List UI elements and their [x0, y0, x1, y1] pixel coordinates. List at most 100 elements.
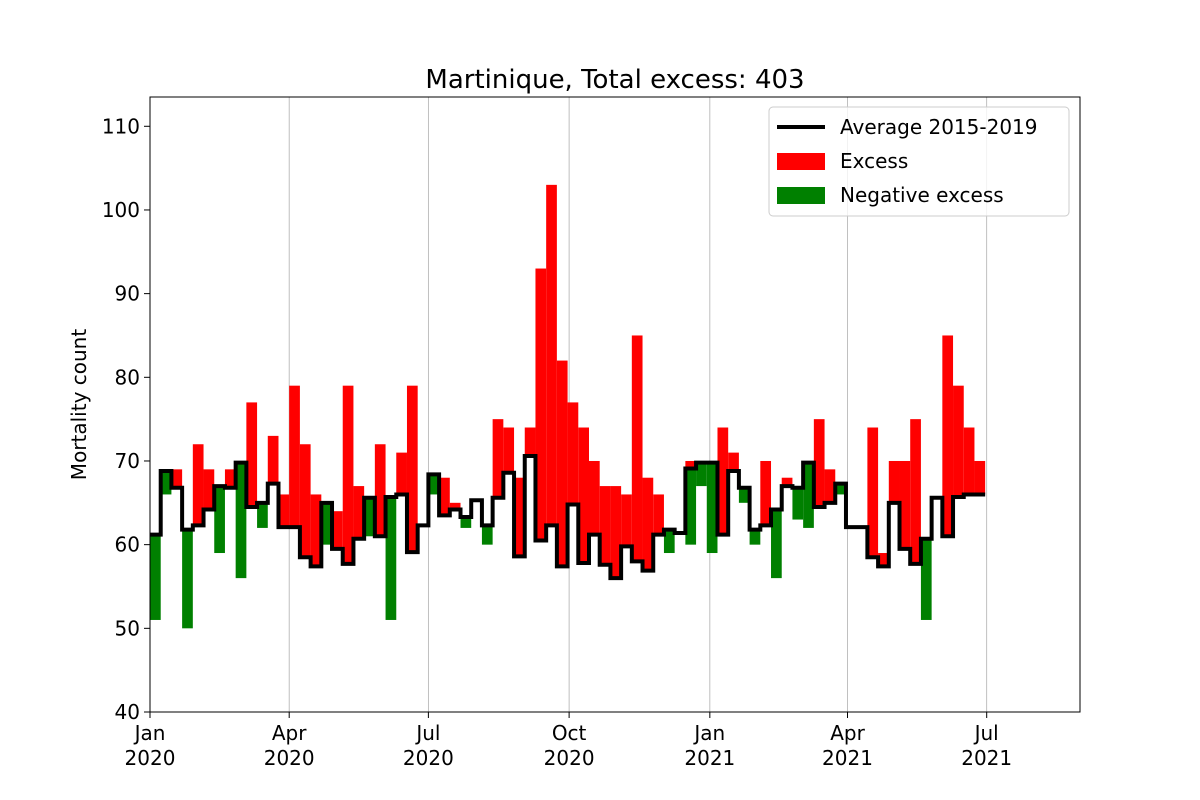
excess-bar: [332, 511, 343, 549]
x-tick-month-label: Jan: [692, 721, 725, 745]
excess-bar: [203, 469, 215, 510]
excess-bar: [781, 477, 793, 487]
average-line-layer: [150, 453, 986, 581]
negative-excess-bar: [792, 487, 804, 520]
y-tick-label: 40: [115, 700, 140, 724]
excess-bar: [567, 402, 579, 505]
y-axis-label: Mortality count: [67, 329, 91, 481]
x-tick-year-label: 2021: [961, 746, 1012, 770]
excess-bar: [492, 419, 504, 498]
negative-excess-bar: [771, 509, 782, 579]
negative-excess-bar: [460, 517, 472, 528]
excess-bar: [374, 444, 386, 537]
average-line: [150, 453, 986, 581]
excess-bar: [717, 427, 729, 535]
excess-bar: [503, 427, 515, 473]
excess-bar: [642, 477, 654, 571]
y-tick-label: 50: [115, 616, 140, 640]
excess-bar: [621, 494, 632, 547]
negative-excess-bar: [803, 462, 814, 528]
y-tick-label: 60: [115, 533, 140, 557]
negative-excess-bar: [835, 483, 846, 495]
x-tick-year-label: 2020: [125, 746, 176, 770]
excess-bar: [974, 460, 986, 495]
negative-excess-bar: [182, 529, 193, 629]
x-tick-month-label: Jul: [414, 721, 440, 745]
excess-bar: [546, 184, 557, 526]
chart-title: Martinique, Total excess: 403: [425, 65, 804, 95]
negative-excess-bar: [364, 497, 375, 537]
x-tick-year-label: 2021: [684, 746, 735, 770]
excess-bar: [867, 427, 879, 558]
legend-excess-label: Excess: [840, 149, 908, 173]
x-tick-month-label: Jan: [133, 721, 166, 745]
x-tick-year-label: 2020: [403, 746, 454, 770]
excess-bar: [524, 427, 536, 456]
excess-bar: [192, 444, 204, 526]
negative-excess-bar: [481, 525, 493, 545]
negative-excess-bar: [696, 462, 707, 487]
excess-bar: [514, 477, 525, 557]
x-tick-month-label: Jul: [973, 721, 999, 745]
y-tick-label: 90: [115, 282, 140, 306]
y-tick-label: 80: [115, 365, 140, 389]
excess-bar: [942, 335, 954, 537]
legend-excess-swatch: [777, 153, 825, 170]
excess-bar: [953, 385, 964, 497]
excess-bar: [439, 477, 450, 516]
negative-excess-bar: [235, 462, 247, 579]
x-tick-year-label: 2020: [264, 746, 315, 770]
legend-frame: [768, 106, 1070, 217]
excess-bar: [406, 385, 418, 553]
excess-bar: [888, 460, 900, 503]
excess-bar: [267, 435, 279, 484]
y-tick-label: 70: [115, 449, 140, 473]
legend: Average 2015-2019 Excess Negative excess: [768, 106, 1070, 217]
x-tick-year-label: 2021: [822, 746, 873, 770]
negative-excess-bar: [257, 502, 268, 528]
negative-excess-bar: [321, 502, 333, 545]
excess-bar: [963, 427, 975, 495]
excess-bar: [685, 460, 697, 469]
excess-bar: [588, 460, 600, 535]
excess-bar: [824, 469, 836, 503]
excess-bar: [353, 486, 365, 539]
excess-bar: [224, 469, 236, 488]
excess-bar: [910, 419, 921, 564]
excess-bar: [599, 486, 611, 565]
excess-bar: [813, 419, 825, 507]
legend-negative-excess-label: Negative excess: [840, 183, 1004, 207]
excess-bar: [396, 452, 407, 495]
negative-excess-bar: [749, 529, 761, 545]
excess-bar: [556, 360, 568, 567]
y-axis: 40 50 60 70 80 90 100 110: [102, 114, 150, 724]
legend-negative-excess-swatch: [777, 187, 825, 204]
excess-bar: [310, 494, 322, 567]
negative-excess-bar: [428, 474, 440, 495]
negative-excess-bar: [385, 496, 397, 620]
excess-bar: [610, 486, 622, 579]
x-tick-year-label: 2020: [544, 746, 595, 770]
negative-excess-bar: [920, 538, 932, 620]
negative-excess-bar: [738, 487, 750, 503]
excess-bar: [246, 402, 258, 507]
negative-excess-bar: [685, 468, 697, 545]
excess-bar: [760, 460, 772, 526]
legend-average-label: Average 2015-2019: [840, 115, 1038, 139]
x-tick-month-label: Apr: [272, 721, 307, 745]
negative-excess-bar: [663, 529, 675, 554]
excess-bar: [653, 494, 664, 535]
excess-bar: [171, 469, 183, 488]
excess-bar: [728, 452, 739, 472]
excess-bar: [899, 460, 911, 549]
excess-bar: [449, 502, 461, 510]
bars: [150, 184, 986, 629]
negative-excess-bar: [214, 486, 225, 554]
excess-bar: [278, 494, 290, 528]
excess-bar: [631, 335, 643, 562]
negative-excess-bar: [706, 462, 718, 554]
negative-excess-bar: [150, 534, 161, 620]
excess-bar: [578, 427, 589, 564]
x-tick-month-label: Oct: [552, 721, 587, 745]
